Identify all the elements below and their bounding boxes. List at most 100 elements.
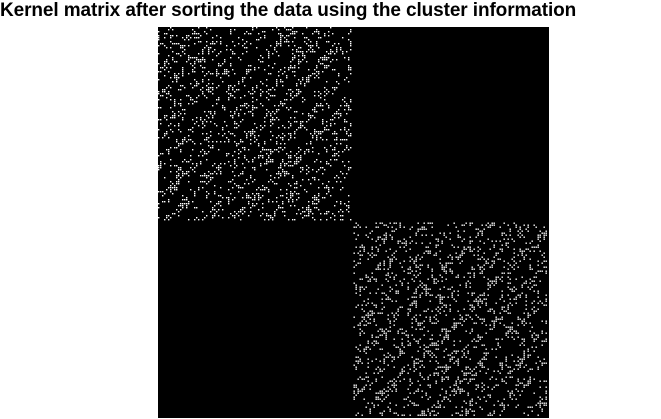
heatmap-cell	[212, 89, 214, 91]
heatmap-cell	[310, 141, 312, 143]
heatmap-cell	[318, 91, 320, 93]
heatmap-cell	[312, 177, 314, 179]
heatmap-cell	[389, 388, 391, 390]
heatmap-cell	[427, 408, 429, 410]
heatmap-cell	[202, 133, 204, 135]
heatmap-cell	[483, 228, 485, 230]
heatmap-cell	[252, 181, 254, 183]
heatmap-cell	[387, 364, 389, 366]
heatmap-cell	[457, 234, 459, 236]
heatmap-cell	[260, 55, 262, 57]
heatmap-cell	[302, 55, 304, 57]
heatmap-cell	[158, 155, 160, 157]
heatmap-cell	[501, 410, 503, 412]
heatmap-cell	[379, 398, 381, 400]
heatmap-cell	[318, 209, 320, 211]
heatmap-cell	[513, 394, 515, 396]
heatmap-cell	[369, 254, 371, 256]
heatmap-cell	[397, 290, 399, 292]
heatmap-cell	[314, 197, 316, 199]
heatmap-cell	[353, 396, 355, 398]
heatmap-cell	[521, 234, 523, 236]
heatmap-cell	[533, 350, 535, 352]
heatmap-cell	[469, 378, 471, 380]
heatmap-cell	[348, 207, 350, 209]
heatmap-cell	[170, 217, 172, 219]
heatmap-cell	[439, 308, 441, 310]
heatmap-cell	[427, 278, 429, 280]
heatmap-cell	[407, 388, 409, 390]
heatmap-cell	[491, 414, 493, 416]
heatmap-cell	[423, 414, 425, 416]
heatmap-cell	[324, 87, 326, 89]
heatmap-cell	[529, 288, 531, 290]
heatmap-cell	[224, 107, 226, 109]
heatmap-cell	[296, 193, 298, 195]
heatmap-cell	[365, 372, 367, 374]
heatmap-cell	[505, 244, 507, 246]
heatmap-cell	[302, 77, 304, 79]
heatmap-cell	[533, 378, 535, 380]
heatmap-cell	[350, 101, 352, 103]
heatmap-cell	[344, 57, 346, 59]
heatmap-cell	[280, 39, 282, 41]
heatmap-cell	[322, 183, 324, 185]
heatmap-cell	[461, 318, 463, 320]
heatmap-cell	[523, 356, 525, 358]
heatmap-cell	[348, 65, 350, 67]
heatmap-cell	[479, 298, 481, 300]
heatmap-cell	[531, 368, 533, 370]
heatmap-cell	[521, 252, 523, 254]
heatmap-cell	[539, 300, 541, 302]
heatmap-cell	[357, 388, 359, 390]
heatmap-cell	[348, 69, 350, 71]
heatmap-cell	[461, 224, 463, 226]
heatmap-cell	[439, 288, 441, 290]
heatmap-cell	[493, 322, 495, 324]
heatmap-cell	[475, 314, 477, 316]
heatmap-cell	[284, 67, 286, 69]
heatmap-cell	[433, 342, 435, 344]
heatmap-cell	[246, 133, 248, 135]
heatmap-cell	[230, 213, 232, 215]
heatmap-cell	[170, 165, 172, 167]
heatmap-cell	[529, 268, 531, 270]
heatmap-cell	[256, 85, 258, 87]
heatmap-cell	[365, 376, 367, 378]
heatmap-cell	[298, 67, 300, 69]
heatmap-cell	[192, 33, 194, 35]
heatmap-cell	[334, 123, 336, 125]
heatmap-cell	[515, 278, 517, 280]
heatmap-cell	[389, 266, 391, 268]
heatmap-cell	[519, 358, 521, 360]
heatmap-cell	[541, 320, 543, 322]
heatmap-cell	[389, 322, 391, 324]
heatmap-cell	[202, 57, 204, 59]
heatmap-cell	[318, 31, 320, 33]
heatmap-cell	[377, 268, 379, 270]
heatmap-cell	[294, 163, 296, 165]
heatmap-cell	[395, 290, 397, 292]
heatmap-cell	[485, 348, 487, 350]
heatmap-cell	[465, 314, 467, 316]
heatmap-cell	[489, 266, 491, 268]
heatmap-cell	[188, 139, 190, 141]
heatmap-cell	[224, 121, 226, 123]
heatmap-cell	[537, 238, 539, 240]
heatmap-cell	[419, 314, 421, 316]
heatmap-cell	[501, 290, 503, 292]
heatmap-cell	[449, 308, 451, 310]
heatmap-cell	[178, 89, 180, 91]
heatmap-cell	[501, 296, 503, 298]
heatmap-cell	[334, 87, 336, 89]
heatmap-cell	[280, 167, 282, 169]
heatmap-cell	[212, 147, 214, 149]
heatmap-cell	[170, 189, 172, 191]
heatmap-cell	[296, 153, 298, 155]
heatmap-cell	[513, 260, 515, 262]
heatmap-cell	[322, 197, 324, 199]
heatmap-cell	[262, 127, 264, 129]
heatmap-cell	[336, 59, 338, 61]
heatmap-cell	[415, 276, 417, 278]
heatmap-cell	[475, 384, 477, 386]
